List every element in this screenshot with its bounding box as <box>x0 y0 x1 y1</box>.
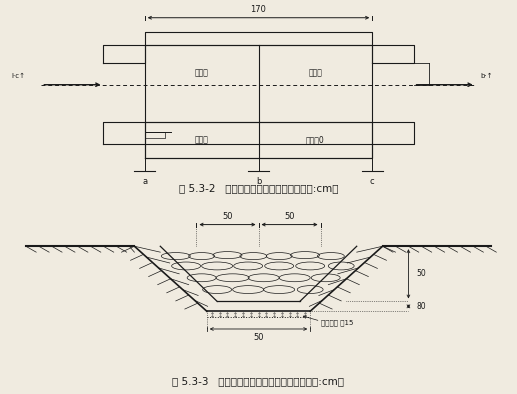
Text: 砂砾垫层 厚15: 砂砾垫层 厚15 <box>321 320 353 326</box>
Text: l·c↑: l·c↑ <box>12 73 26 79</box>
Text: 格网室0: 格网室0 <box>306 136 325 144</box>
Text: 50: 50 <box>284 212 295 221</box>
Text: b: b <box>256 177 261 186</box>
Text: a: a <box>142 177 147 186</box>
Text: 沉砂室: 沉砂室 <box>195 69 208 77</box>
Text: 50: 50 <box>222 212 233 221</box>
Text: 80: 80 <box>416 302 426 311</box>
Text: 170: 170 <box>251 5 266 14</box>
Text: 图 5.3-2   干砌石沉砂池平面设计图（单位:cm）: 图 5.3-2 干砌石沉砂池平面设计图（单位:cm） <box>179 183 338 193</box>
Text: b·↑: b·↑ <box>481 73 493 79</box>
Text: 沉淀室: 沉淀室 <box>195 136 208 144</box>
Text: 图 5.3-3   干砌石排水沟典型设计断面图（单位:cm）: 图 5.3-3 干砌石排水沟典型设计断面图（单位:cm） <box>173 376 344 386</box>
Text: 50: 50 <box>253 333 264 342</box>
Text: c: c <box>370 177 374 186</box>
Text: 格网室: 格网室 <box>309 69 322 77</box>
Text: 50: 50 <box>416 269 426 278</box>
